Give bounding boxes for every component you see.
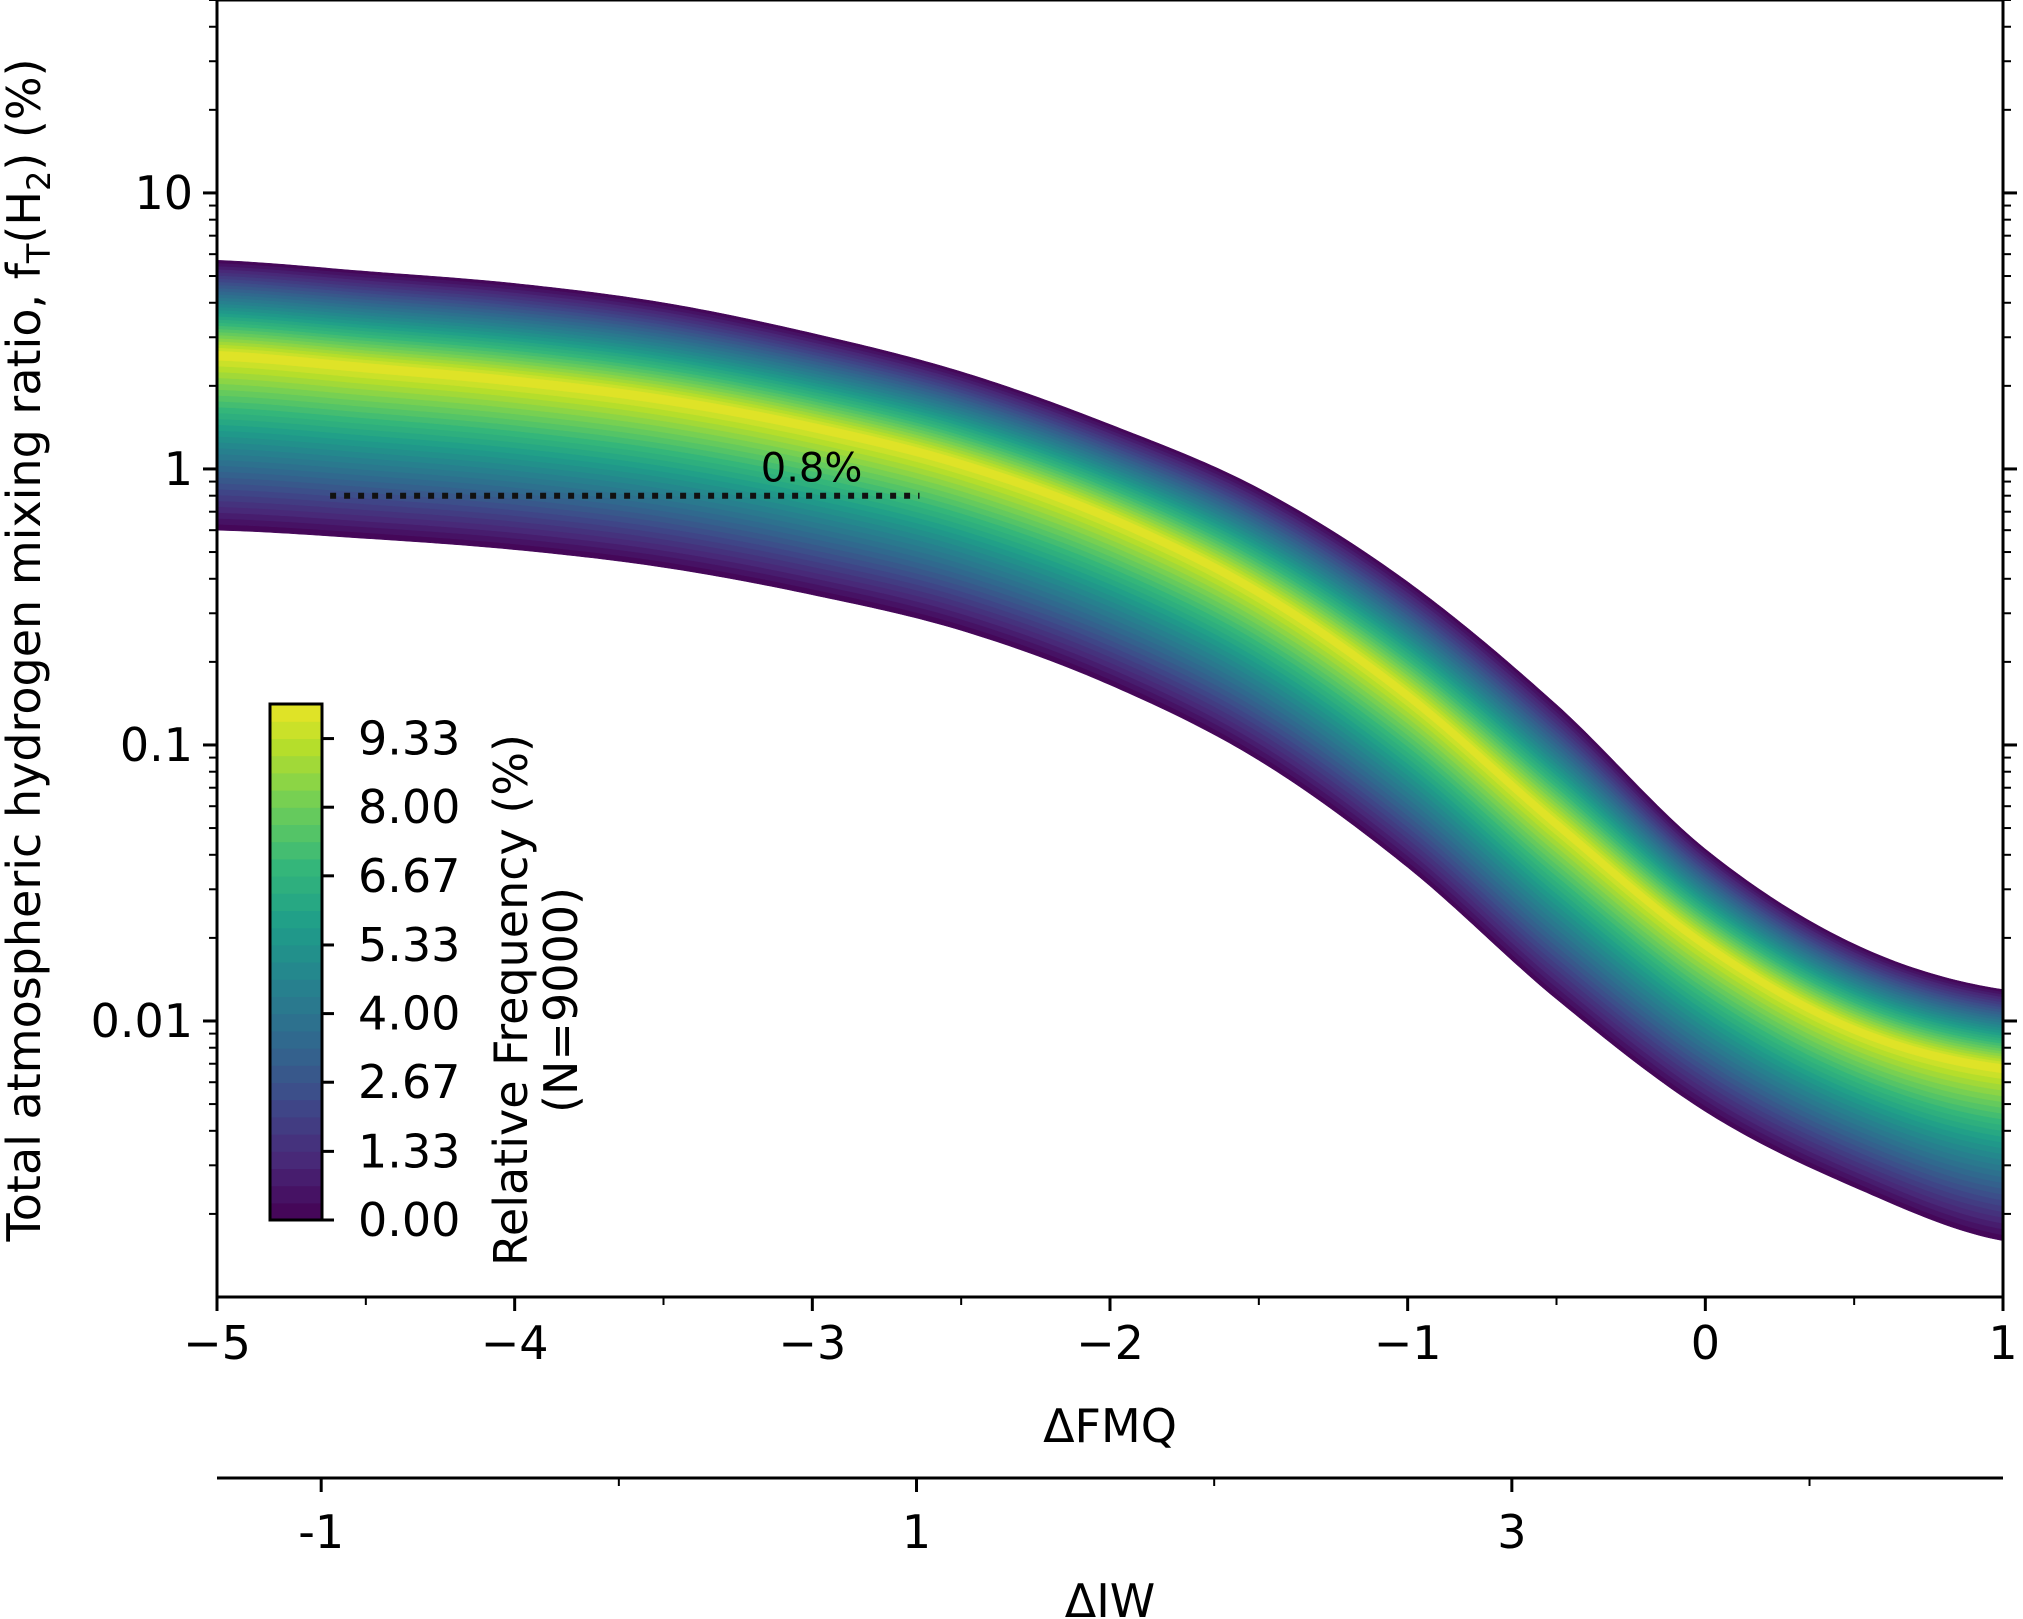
colorbar-tick-label: 9.33 bbox=[358, 712, 460, 766]
colorbar-segment bbox=[270, 996, 322, 1015]
colorbar-segment bbox=[270, 1030, 322, 1049]
colorbar: 0.00 1.33 2.67 4.00 5.33 6.67 8.00 9.33 bbox=[268, 702, 460, 1247]
colorbar-segment bbox=[270, 772, 322, 791]
band-level bbox=[217, 288, 2003, 1189]
colorbar-segment bbox=[270, 807, 322, 825]
colorbar-segment bbox=[270, 824, 322, 843]
secondary-x-axis: -1 1 3 bbox=[217, 1476, 2003, 1559]
colorbar-segment bbox=[270, 1065, 322, 1083]
x-tick-label: −5 bbox=[183, 1316, 251, 1370]
colorbar-segment bbox=[270, 979, 322, 997]
colorbar-segment bbox=[270, 893, 322, 911]
annotation: 0.8% bbox=[330, 446, 920, 499]
band-level bbox=[217, 347, 2003, 1080]
y-axis-title-sub: T bbox=[20, 243, 58, 264]
colorbar-segment bbox=[270, 876, 322, 894]
colorbar-segment bbox=[270, 738, 322, 757]
annotation-label: 0.8% bbox=[761, 446, 863, 492]
y-axis-title-main: Total atmospheric hydrogen mixing ratio,… bbox=[0, 261, 51, 1242]
colorbar-segment bbox=[270, 1134, 322, 1152]
colorbar-tick-label: 1.33 bbox=[358, 1124, 460, 1178]
colorbar-tick-label: 8.00 bbox=[358, 780, 460, 834]
x-tick-label: −2 bbox=[1076, 1316, 1144, 1370]
colorbar-frame bbox=[268, 702, 324, 1222]
colorbar-segment bbox=[270, 1082, 322, 1101]
colorbar-segment bbox=[270, 1099, 322, 1118]
x-tick-label: −4 bbox=[481, 1316, 549, 1370]
y-axis-title: Total atmospheric hydrogen mixing ratio,… bbox=[0, 58, 58, 1242]
y-tick-label: 0.01 bbox=[91, 994, 193, 1048]
y-axis-title-mid: (H bbox=[0, 191, 51, 244]
colorbar-segment bbox=[270, 910, 322, 929]
y-tick-label: 1 bbox=[164, 442, 193, 496]
x-tick-label: −1 bbox=[1374, 1316, 1442, 1370]
x-axis: −5 −4 −3 −2 −1 0 1 bbox=[183, 1297, 2018, 1370]
y-axis: 10 1 0.1 0.01 bbox=[91, 0, 2017, 1215]
y-axis-title-sub2: 2 bbox=[20, 171, 58, 191]
colorbar-segment bbox=[270, 721, 322, 739]
x-axis-title: ΔFMQ bbox=[1043, 1399, 1177, 1453]
colorbar-segment bbox=[270, 1185, 322, 1204]
colorbar-segment bbox=[270, 1048, 322, 1066]
colorbar-segment bbox=[270, 704, 322, 722]
colorbar-segment bbox=[270, 1151, 322, 1169]
x-tick-label: 0 bbox=[1691, 1316, 1720, 1370]
colorbar-tick-label: 0.00 bbox=[358, 1193, 460, 1247]
colorbar-segment bbox=[270, 1013, 322, 1032]
x-tick-label: −3 bbox=[778, 1316, 846, 1370]
colorbar-segment bbox=[270, 841, 322, 860]
colorbar-segment bbox=[270, 858, 322, 877]
colorbar-label: Relative Frequency (%) bbox=[484, 734, 538, 1266]
colorbar-tick-label: 4.00 bbox=[358, 987, 460, 1041]
y-tick-label: 0.1 bbox=[120, 718, 193, 772]
colorbar-segment bbox=[270, 790, 322, 808]
colorbar-segment bbox=[270, 962, 322, 980]
colorbar-segment bbox=[270, 1116, 322, 1135]
colorbar-tick-label: 6.67 bbox=[358, 849, 460, 903]
x2-tick-label: 1 bbox=[902, 1505, 931, 1559]
colorbar-segment bbox=[270, 1202, 322, 1221]
x2-tick-label: 3 bbox=[1497, 1505, 1526, 1559]
colorbar-segment bbox=[270, 1168, 322, 1187]
frequency-band bbox=[217, 260, 2003, 1241]
colorbar-tick-label: 5.33 bbox=[358, 918, 460, 972]
x-tick-label: 1 bbox=[1988, 1316, 2017, 1370]
y-tick-label: 10 bbox=[134, 166, 193, 220]
colorbar-segment bbox=[270, 927, 322, 946]
colorbar-tick-label: 2.67 bbox=[358, 1055, 460, 1109]
colorbar-segment bbox=[270, 755, 322, 774]
colorbar-label-n: (N=9000) bbox=[534, 887, 588, 1113]
x2-tick-label: -1 bbox=[298, 1505, 344, 1559]
colorbar-segment bbox=[270, 944, 322, 963]
secondary-x-axis-title: ΔIW bbox=[1065, 1574, 1156, 1619]
band-level bbox=[217, 351, 2003, 1074]
y-axis-title-end: ) (%) bbox=[0, 58, 51, 170]
